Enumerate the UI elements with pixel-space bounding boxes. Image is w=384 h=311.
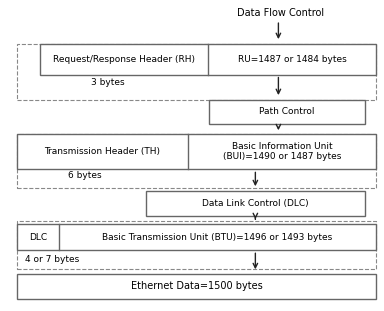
Text: Request/Response Header (RH): Request/Response Header (RH) (53, 55, 195, 63)
Bar (17, 134, 376, 169)
Bar (17, 274, 376, 299)
Bar (40, 44, 376, 75)
Text: Ethernet Data=1500 bytes: Ethernet Data=1500 bytes (131, 281, 263, 291)
Bar (17, 224, 376, 250)
Text: DLC: DLC (29, 233, 47, 242)
Text: Basic Information Unit
(BUI)=1490 or 1487 bytes: Basic Information Unit (BUI)=1490 or 148… (223, 142, 341, 161)
Text: Data Flow Control: Data Flow Control (237, 8, 324, 18)
Bar (17, 221, 376, 269)
Text: RU=1487 or 1484 bytes: RU=1487 or 1484 bytes (238, 55, 347, 63)
Bar (17, 134, 376, 188)
Text: 6 bytes: 6 bytes (68, 171, 101, 180)
Text: 4 or 7 bytes: 4 or 7 bytes (25, 255, 79, 264)
Text: 3 bytes: 3 bytes (91, 78, 124, 87)
Text: Path Control: Path Control (259, 108, 315, 116)
Bar (17, 44, 376, 100)
Bar (146, 191, 365, 216)
Text: Data Link Control (DLC): Data Link Control (DLC) (202, 199, 309, 208)
Text: Basic Transmission Unit (BTU)=1496 or 1493 bytes: Basic Transmission Unit (BTU)=1496 or 14… (102, 233, 333, 242)
Text: Transmission Header (TH): Transmission Header (TH) (45, 147, 161, 156)
Bar (209, 100, 365, 124)
